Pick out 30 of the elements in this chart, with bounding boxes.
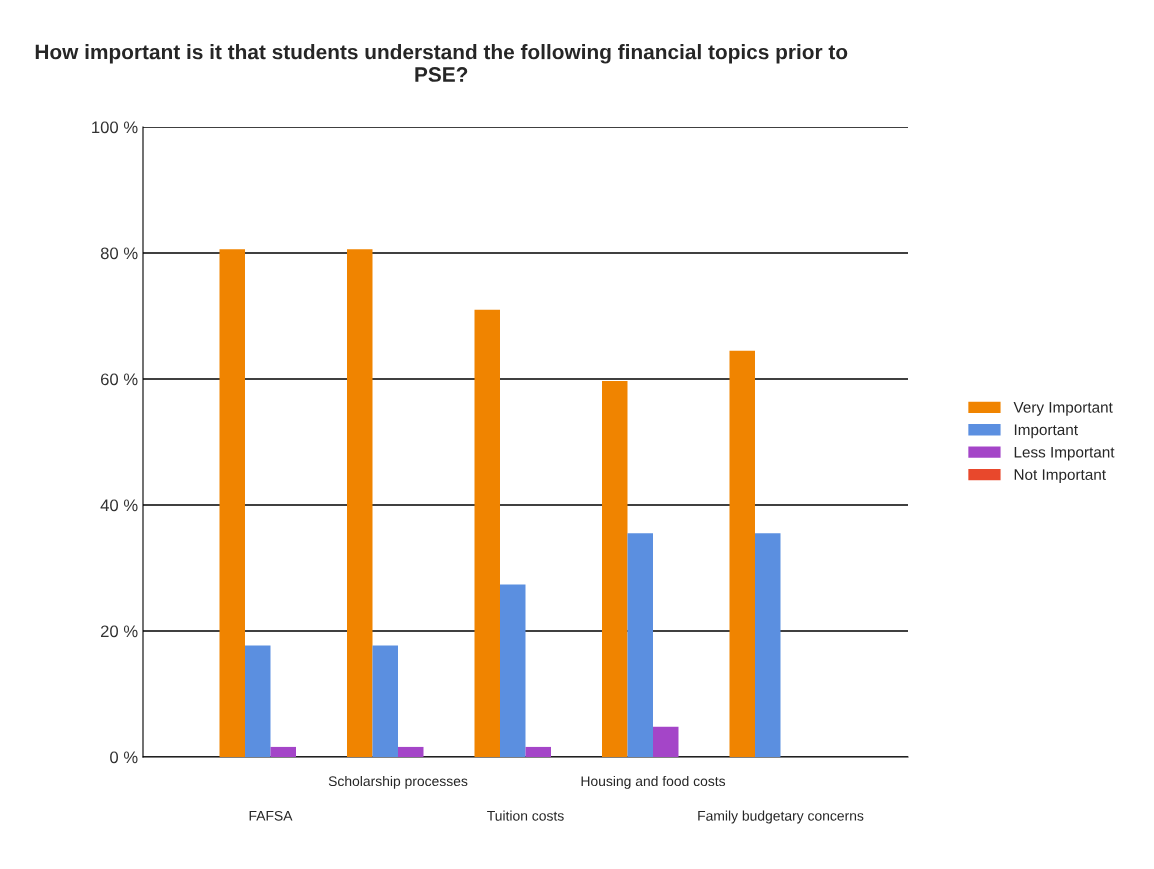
y-tick-label: 40 % bbox=[100, 499, 138, 512]
bar bbox=[525, 746, 551, 757]
legend-label: Very Important bbox=[1013, 402, 1113, 416]
x-tick-label: Scholarship processes bbox=[328, 775, 468, 789]
y-tick-label: 100 % bbox=[92, 121, 138, 134]
legend-label: Not Important bbox=[1014, 469, 1106, 484]
legend-label: Important bbox=[1014, 424, 1078, 439]
x-tick-label: FAFSA bbox=[249, 810, 293, 821]
y-tick-label: 20 % bbox=[100, 625, 138, 638]
y-tick-label: 0 % bbox=[110, 751, 138, 764]
bar bbox=[474, 309, 500, 757]
bar bbox=[729, 350, 755, 757]
x-tick-label: Tuition costs bbox=[487, 810, 564, 821]
bar bbox=[270, 746, 296, 757]
x-tick-label: Family budgetary concerns bbox=[698, 810, 864, 824]
legend-label: Less Important bbox=[1014, 446, 1115, 461]
bar bbox=[627, 533, 653, 757]
bar bbox=[653, 726, 679, 757]
bar bbox=[500, 584, 526, 757]
chart-title: How important is it that students understand the following financial topics prior to PSE? bbox=[35, 44, 848, 82]
bar bbox=[602, 380, 628, 757]
bar bbox=[219, 249, 245, 757]
y-tick-label: 60 % bbox=[101, 373, 138, 386]
x-tick-label: Housing and food costs bbox=[581, 775, 726, 789]
y-tick-label: 80 % bbox=[100, 247, 138, 260]
bar bbox=[398, 746, 424, 757]
bar bbox=[755, 533, 781, 757]
bar bbox=[347, 249, 373, 757]
bar bbox=[245, 645, 271, 757]
bar bbox=[372, 645, 398, 757]
